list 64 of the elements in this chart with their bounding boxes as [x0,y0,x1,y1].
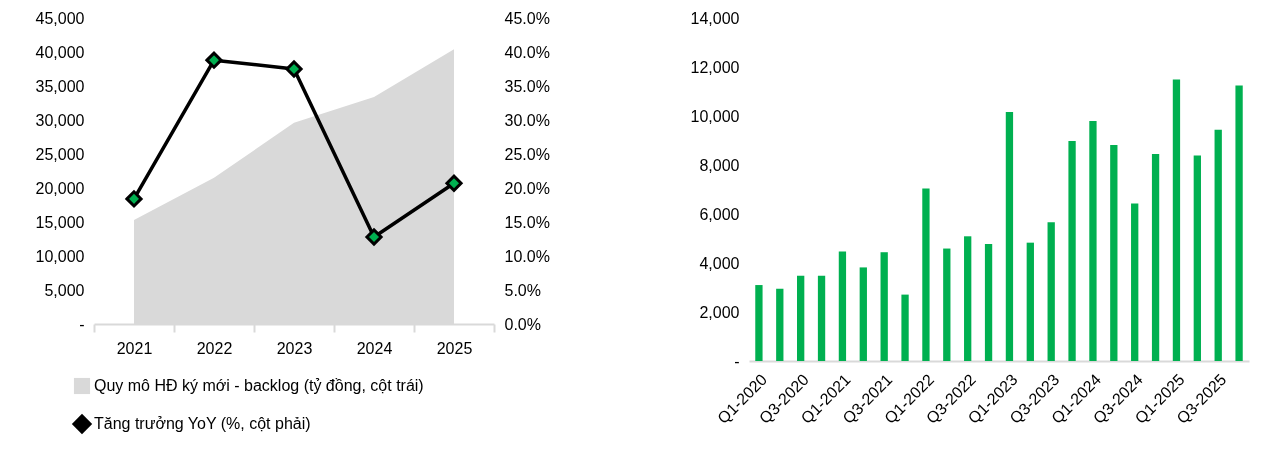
x-tick-label: 2025 [436,339,473,357]
x-tick-label: 2023 [276,339,313,357]
bar [1235,85,1243,361]
y-tick-label: 10,000 [35,247,85,265]
y2-tick-label: 25.0% [504,145,550,163]
bar [859,267,867,361]
point [365,228,383,246]
y-tick-label: 20,000 [35,179,85,197]
bar [1131,203,1139,361]
bar [984,243,993,361]
y-tick-label: 2,000 [699,303,740,321]
y2-tick-label: 40.0% [504,43,550,61]
bar [1110,144,1118,361]
x-tick-label: 2021 [116,339,153,357]
bar [922,188,930,361]
bar [838,251,847,361]
y-tick-label: - [734,352,740,370]
bar [1089,120,1097,361]
bar [1193,155,1201,361]
bar [1172,79,1181,361]
y-tick-label: - [79,315,85,333]
y2-tick-label: 15.0% [504,213,550,231]
y2-tick-label: 10.0% [504,247,550,265]
bar [1047,222,1055,361]
bar [817,275,826,361]
bar [1214,129,1222,361]
bar [797,275,805,361]
bar [901,294,909,361]
y-tick-label: 25,000 [35,145,85,163]
y-tick-label: 30,000 [35,111,85,129]
bar [880,252,888,361]
y-tick-label: 35,000 [35,77,85,95]
y-tick-label: 40,000 [35,43,85,61]
x-tick-label: 2022 [196,339,233,357]
y2-tick-label: 35.0% [504,77,550,95]
legend-label: Quy mô HĐ ký mới - backlog (tỷ đồng, cột trái) [94,377,424,394]
y2-tick-label: 45.0% [504,9,550,27]
bar [1005,112,1014,361]
y-tick-label: 14,000 [690,9,740,27]
y2-tick-label: 20.0% [504,179,550,197]
bar [943,248,951,361]
legend-label: Tăng trưởng YoY (%, cột phải) [94,415,311,432]
bar [1068,140,1076,361]
bar [755,285,763,361]
point [285,60,303,78]
bar [1026,242,1034,361]
point [445,174,463,192]
y2-tick-label: 30.0% [504,111,550,129]
y-tick-label: 8,000 [699,156,740,174]
x-tick-label: 2024 [356,339,393,357]
point [205,51,223,69]
y-tick-label: 4,000 [699,254,740,272]
y-tick-label: 6,000 [699,205,740,223]
point [125,190,143,208]
y2-tick-label: 5.0% [504,281,541,299]
y-tick-label: 45,000 [35,9,85,27]
bar [964,236,972,361]
bar [776,288,784,361]
y-tick-label: 5,000 [44,281,85,299]
y-tick-label: 15,000 [35,213,85,231]
y-tick-label: 12,000 [690,58,740,76]
y-tick-label: 10,000 [690,107,740,125]
y2-tick-label: 0.0% [504,315,541,333]
bar [1151,153,1160,361]
